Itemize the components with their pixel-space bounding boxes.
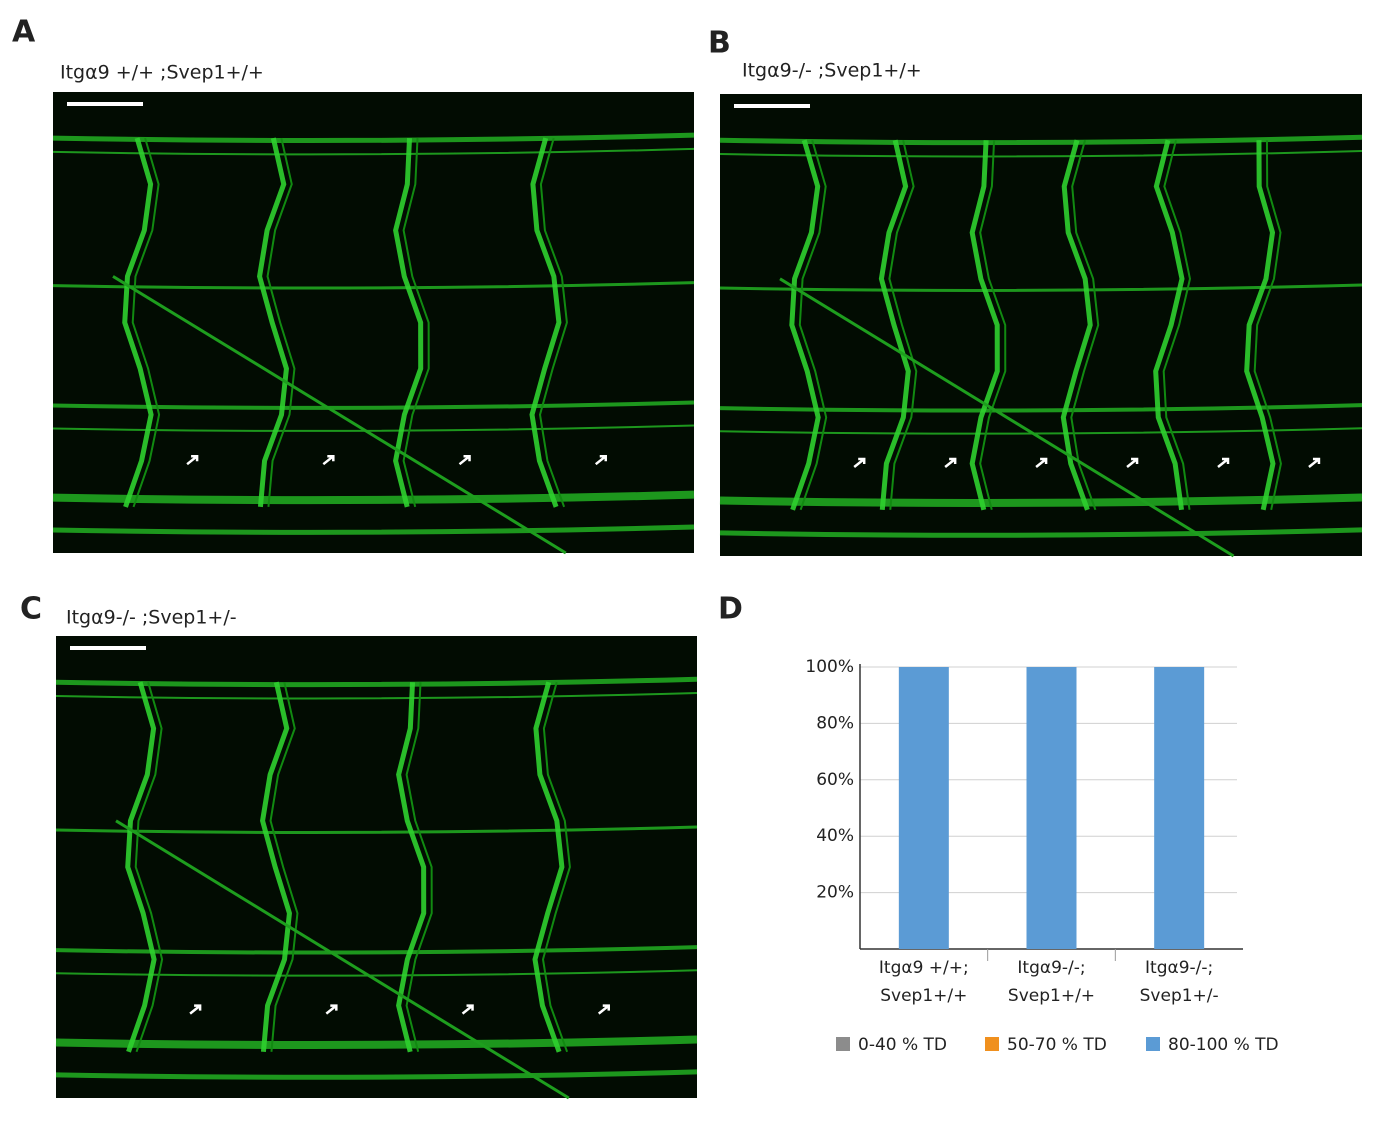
panel-letter: C: [20, 592, 42, 627]
vessel: [402, 138, 430, 508]
vessel: [55, 1069, 698, 1080]
panel-letter: A: [12, 15, 36, 50]
vessel: [393, 137, 424, 508]
vessel: [789, 139, 821, 511]
vessel: [134, 681, 164, 1053]
vessel: [52, 400, 695, 410]
legend-swatch: [985, 1037, 999, 1051]
arrow: [1217, 457, 1230, 468]
vessel: [115, 819, 570, 1100]
vessel: [538, 137, 568, 508]
vessel: [122, 137, 154, 508]
x-tick-label: Itgα9 +/+;: [879, 958, 969, 978]
vessel: [52, 424, 695, 432]
bar-segment: [1154, 667, 1205, 949]
legend-swatch: [1146, 1037, 1160, 1051]
vessel: [719, 403, 1363, 413]
y-tick-label: 60%: [816, 770, 854, 790]
arrow: [1035, 457, 1048, 468]
x-tick-label: Svep1+/+: [1008, 986, 1095, 1006]
vessel: [112, 275, 567, 555]
arrow: [594, 454, 607, 466]
arrow: [944, 457, 957, 468]
y-tick-label: 40%: [816, 826, 854, 846]
vessel: [55, 1035, 698, 1049]
vessel: [405, 682, 433, 1053]
vessel: [55, 945, 698, 955]
vessel: [125, 681, 157, 1053]
arrow: [322, 454, 335, 466]
vessel: [798, 139, 828, 511]
vessel: [1162, 139, 1192, 510]
vessel: [260, 681, 292, 1053]
panel-letter: D: [718, 592, 743, 627]
scale-bar: [734, 104, 810, 108]
scale-bar: [67, 102, 143, 106]
arrow: [461, 1004, 474, 1015]
vessel: [52, 281, 695, 290]
micrograph: [720, 94, 1362, 556]
vessel: [266, 137, 296, 507]
arrow: [186, 454, 199, 466]
vessel: [1070, 139, 1100, 511]
vessel: [979, 140, 1007, 511]
vessel: [257, 137, 289, 508]
y-tick-label: 20%: [816, 883, 854, 903]
legend-label: 0-40 % TD: [858, 1035, 947, 1055]
x-tick-label: Itgα9-/-;: [1017, 958, 1085, 978]
vessel: [719, 527, 1363, 538]
vessel: [1153, 139, 1185, 511]
arrow: [458, 454, 471, 466]
vessel: [969, 140, 1000, 511]
y-tick-label: 80%: [816, 713, 854, 733]
vessel: [55, 676, 698, 688]
vessel: [1060, 139, 1093, 511]
arrow: [1308, 457, 1321, 468]
vessel: [719, 134, 1363, 146]
vessel: [1253, 140, 1282, 511]
vessel: [55, 969, 698, 977]
x-tick-label: Itgα9-/-;: [1145, 958, 1213, 978]
legend-label: 80-100 % TD: [1168, 1035, 1279, 1055]
panel-title: Itgα9 +/+ ;Svep1+/+: [60, 62, 264, 84]
x-tick-label: Svep1+/-: [1140, 986, 1219, 1006]
micrograph: [53, 92, 694, 553]
x-tick-label: Svep1+/+: [880, 986, 967, 1006]
bar-segment: [898, 667, 949, 949]
panel-letter: B: [708, 26, 731, 61]
vessel: [541, 681, 571, 1053]
panel-title: Itgα9-/- ;Svep1+/+: [742, 60, 922, 82]
arrow: [1126, 457, 1139, 468]
vessel: [779, 277, 1235, 558]
micrographs: [52, 92, 1363, 1100]
vessel: [55, 825, 698, 834]
vessel: [52, 490, 695, 505]
vessel: [532, 681, 565, 1053]
y-tick-label: 100%: [805, 657, 854, 677]
scale-bar: [70, 646, 146, 650]
vessel: [269, 681, 299, 1052]
legend-swatch: [836, 1037, 850, 1051]
vessel: [1244, 140, 1276, 511]
vessel: [131, 137, 161, 508]
vessel: [719, 427, 1363, 435]
bar-segment: [1026, 667, 1077, 949]
chart: 20% 40% 60% 80% 100% Itgα9 +/+; Svep1+/+ Itgα9-…: [805, 657, 1278, 1055]
arrow: [189, 1004, 202, 1015]
micrograph: [56, 636, 697, 1098]
vessel: [719, 493, 1363, 507]
vessel: [52, 524, 695, 535]
panel-title: Itgα9-/- ;Svep1+/-: [66, 607, 237, 629]
vessel: [52, 132, 695, 143]
legend-label: 50-70 % TD: [1007, 1035, 1107, 1055]
vessel: [396, 682, 427, 1053]
arrow: [853, 457, 866, 468]
vessel: [878, 139, 911, 511]
arrow: [597, 1004, 610, 1015]
vessel: [888, 139, 918, 510]
arrow: [325, 1004, 338, 1015]
vessel: [529, 137, 562, 508]
